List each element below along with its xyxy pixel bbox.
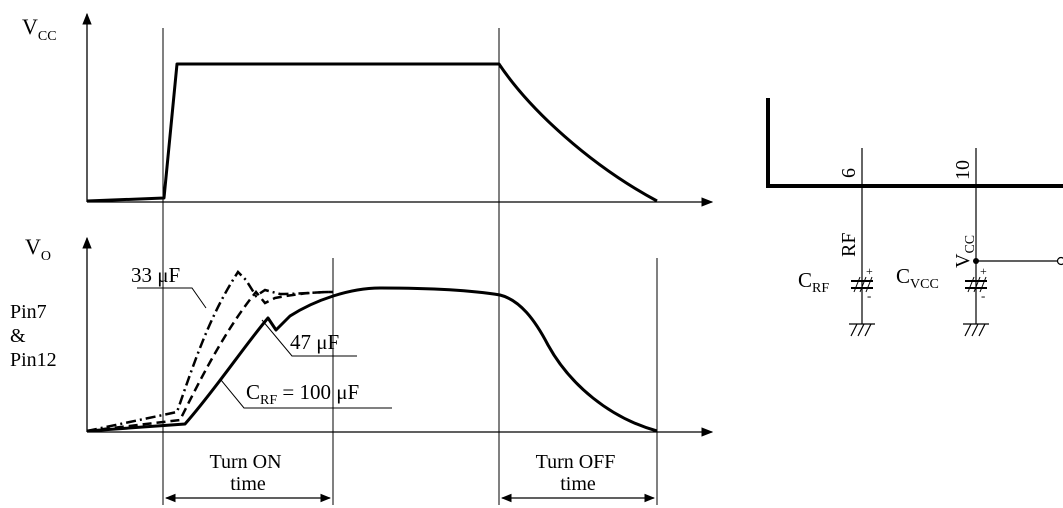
cap-rf-plus: + bbox=[866, 264, 873, 278]
leader-100uf bbox=[220, 379, 392, 409]
label-33uf: 33 μF bbox=[131, 263, 180, 287]
pin6-number: 6 bbox=[838, 168, 860, 178]
leader-47uf bbox=[261, 319, 357, 357]
pin10-number: 10 bbox=[952, 160, 974, 180]
vo-axis-label: VO bbox=[25, 234, 51, 264]
turn-on-interval: Turn ON time bbox=[164, 451, 332, 503]
turn-on-label: Turn ON time bbox=[209, 451, 286, 495]
circuit-schematic: 6 RF + - CRF 10 VCC bbox=[766, 98, 1063, 337]
ic-body-outline bbox=[766, 98, 1063, 188]
turn-off-interval: Turn OFF time bbox=[500, 451, 656, 503]
curve-33uf bbox=[86, 270, 334, 433]
cap-rf-symbol bbox=[851, 276, 873, 293]
label-100uf: CRF = 100 μF bbox=[246, 380, 359, 408]
vcc-terminal bbox=[1056, 256, 1063, 266]
timing-markers bbox=[162, 28, 658, 505]
ground-rf-symbol bbox=[849, 323, 875, 337]
cap-vcc-plus: + bbox=[980, 264, 987, 278]
vcc-axis-label: VCC bbox=[22, 14, 57, 44]
cap-vcc-symbol bbox=[965, 276, 987, 293]
vcc-plot: VCC bbox=[22, 12, 714, 207]
vcc-waveform bbox=[86, 62, 658, 203]
pin10-name: VCC bbox=[952, 235, 978, 268]
vo-plot: VO Pin7 & Pin12 33 μF 47 μF CRF = 100 μF bbox=[10, 234, 714, 437]
cap-rf-label: CRF bbox=[798, 268, 829, 296]
pin6-name: RF bbox=[838, 233, 860, 257]
turn-off-label: Turn OFF time bbox=[536, 451, 621, 495]
curve-47uf bbox=[86, 290, 334, 433]
leader-33uf bbox=[137, 287, 207, 309]
cap-rf-minus: - bbox=[867, 288, 871, 303]
curve-100uf bbox=[86, 286, 658, 433]
label-47uf: 47 μF bbox=[290, 330, 339, 354]
cap-vcc-minus: - bbox=[981, 288, 985, 303]
pin-label: Pin7 & Pin12 bbox=[10, 301, 57, 371]
cap-vcc-label: CVCC bbox=[896, 264, 939, 292]
ground-vcc-symbol bbox=[963, 323, 989, 337]
